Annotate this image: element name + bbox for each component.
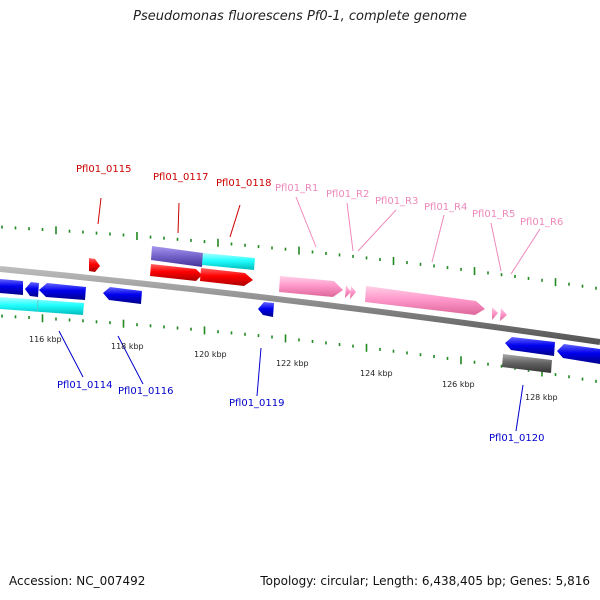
cds-reverse-left-2 [25,282,39,297]
leader-line-pfl01-r6 [510,228,541,275]
feature-purple [151,246,203,267]
leader-line-pfl01-r5 [490,222,502,272]
label-pfl01-r5: Pfl01_R5 [472,209,515,220]
cds-reverse-right [557,344,600,364]
label-pfl01-r6: Pfl01_R6 [520,217,563,228]
leader-line-pfl01-r2 [346,202,354,252]
feature-cyan-divider [36,299,39,313]
rna-pfl01-r6 [500,308,507,321]
leader-line-pfl01-r4 [431,214,445,263]
label-pfl01-0118: Pfl01_0118 [216,178,272,189]
leader-line-pfl01-0117 [177,202,180,234]
leader-line-pfl01-0116 [117,335,144,385]
cds-pfl01-0114 [39,283,86,300]
cds-pfl01-0117 [150,264,202,281]
label-pfl01-0115: Pfl01_0115 [76,164,132,175]
scale-label-116kbp: 116 kbp [29,335,62,344]
label-pfl01-r1: Pfl01_R1 [275,183,318,194]
label-pfl01-r3: Pfl01_R3 [375,196,418,207]
label-pfl01-0117: Pfl01_0117 [153,172,209,183]
cds-pfl01-0115 [89,258,100,272]
cds-pfl01-0118 [200,268,253,286]
scale-label-122kbp: 122 kbp [276,359,309,368]
scale-label-118kbp: 118 kbp [111,342,144,351]
scale-label-126kbp: 126 kbp [442,380,475,389]
cds-pfl01-0116 [103,287,142,304]
leader-line-pfl01-r1 [295,196,317,248]
map-title: Pseudomonas fluorescens Pf0-1, complete … [133,9,467,24]
scale-label-128kbp: 128 kbp [525,393,558,402]
rna-pfl01-r1 [279,276,343,297]
label-pfl01-r4: Pfl01_R4 [424,202,467,213]
scale-label-120kbp: 120 kbp [194,350,227,359]
label-pfl01-0119: Pfl01_0119 [229,398,285,409]
rna-pfl01-r2 [345,285,351,298]
cds-pfl01-0119 [258,302,274,317]
genome-summary-text: Topology: circular; Length: 6,438,405 bp… [260,574,590,588]
feature-cyan-lower [0,297,84,315]
label-pfl01-0120: Pfl01_0120 [489,433,545,444]
cds-pfl01-0120 [505,337,555,356]
leader-line-pfl01-0115 [97,197,102,225]
scale-label-124kbp: 124 kbp [360,369,393,378]
leader-line-pfl01-0120 [515,384,524,432]
rna-pfl01-r5 [492,307,498,320]
rna-pfl01-r4 [365,286,485,315]
leader-line-pfl01-0118 [229,204,241,238]
label-pfl01-0116: Pfl01_0116 [118,386,174,397]
lower-tick-row [1,314,597,383]
accession-text: Accession: NC_007492 [9,574,146,588]
feature-cyan-upper [202,253,255,270]
label-pfl01-r2: Pfl01_R2 [326,189,369,200]
rna-pfl01-r3 [350,286,356,299]
feature-gray [502,354,552,373]
leader-line-pfl01-0114 [58,330,84,378]
label-pfl01-0114: Pfl01_0114 [57,380,113,391]
upper-tick-row [1,225,597,290]
leader-line-pfl01-0119 [256,347,262,397]
leader-line-pfl01-r3 [357,209,397,252]
cds-reverse-left-1 [0,279,23,295]
genome-backbone [0,266,600,345]
